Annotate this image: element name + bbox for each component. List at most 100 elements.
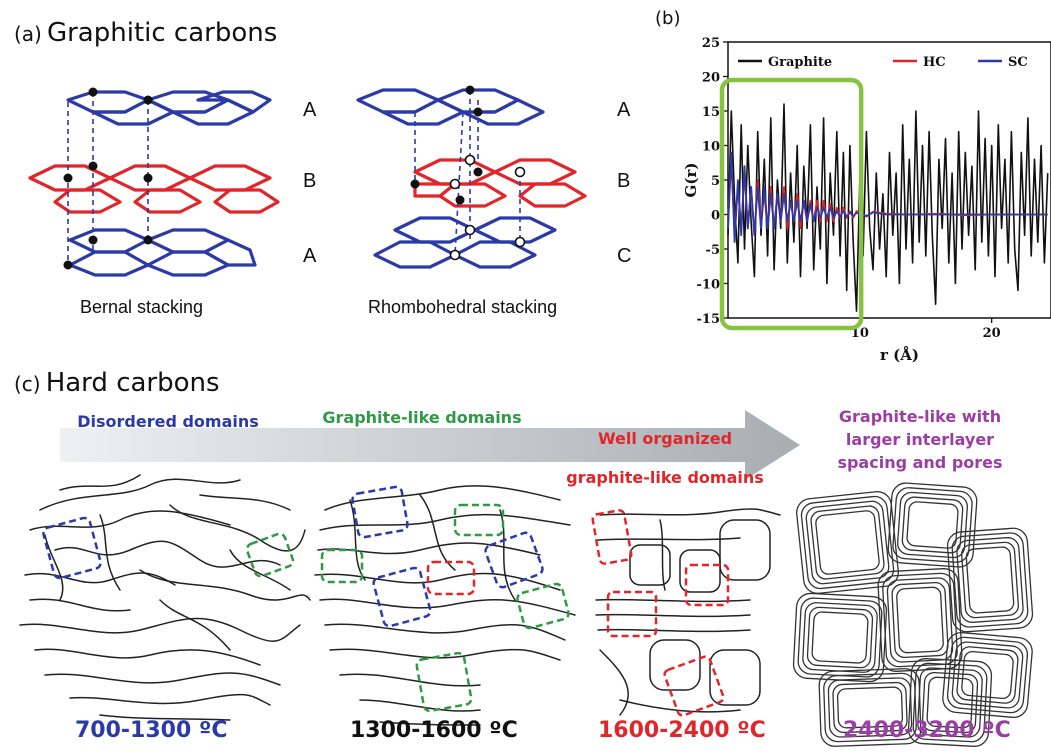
bernal-atoms — [63, 87, 153, 270]
graphitic-shell — [806, 606, 874, 669]
stage4-label: Graphite-like with larger interlayer spa… — [810, 405, 1030, 474]
graphitic-shell — [887, 482, 978, 568]
graphitic-shell — [836, 686, 904, 729]
bernal-stack-lines — [67, 92, 149, 265]
y-tick-label: 5 — [711, 174, 720, 189]
stacking-diagrams — [28, 85, 587, 277]
panel-c-tag: (c) — [14, 372, 41, 396]
panel-a-heading: Graphitic carbons — [46, 18, 278, 48]
y-tick-label: 0 — [711, 209, 720, 224]
y-tick-label: -10 — [697, 278, 721, 293]
bernal-layer-label-3: A — [303, 245, 317, 267]
graphitic-shell — [805, 500, 890, 585]
temp-stage3: 1600-2400 ºC — [598, 718, 766, 743]
rhombo-layer-c — [373, 216, 557, 269]
graphitic-shell — [942, 631, 1033, 719]
bernal-layer-label-2: B — [303, 170, 317, 192]
graphitic-shell — [886, 577, 954, 663]
panel-c-title: (c) Hard carbons — [14, 368, 220, 398]
bernal-layer-label-1: A — [303, 99, 317, 121]
rhombo-layer-label-1: A — [617, 99, 631, 121]
x-tick-label: 20 — [983, 326, 1001, 341]
graphitic-shell — [792, 592, 888, 683]
graphitic-shell — [956, 537, 1024, 623]
stage2-label-line: Graphite-like domains — [322, 408, 522, 427]
y-tick-label: -15 — [697, 312, 721, 327]
highlight-box — [719, 77, 864, 331]
graphitic-shell — [797, 597, 883, 678]
rhombo-layer-label-2: B — [617, 170, 631, 192]
rhombo-atoms-filled — [410, 85, 483, 205]
rhombo-diagram — [356, 85, 587, 269]
bernal-layer-a-top — [66, 90, 272, 126]
temp-stage4: 2400-3200 ºC — [843, 718, 1011, 743]
legend-label-graphite: Graphite — [768, 55, 832, 70]
stage4-label-line-2: larger interlayer — [845, 430, 995, 449]
graphitic-shell — [921, 671, 979, 734]
y-axis-label: G(r) — [682, 163, 700, 198]
graphitic-shell — [917, 667, 983, 738]
graphitic-shell — [946, 527, 1034, 633]
stage1-label-line: Disordered domains — [77, 412, 259, 431]
y-tick-label: -5 — [706, 243, 720, 258]
graphitic-shell — [800, 495, 895, 590]
bernal-layer-b — [28, 164, 280, 214]
legend-label-sc: SC — [1008, 55, 1028, 70]
rhombo-layer-label-3: C — [617, 245, 632, 267]
rhombo-caption: Rhombohedral stacking — [368, 297, 558, 317]
graphitic-shell — [951, 532, 1029, 628]
hard-carbon-diagram — [19, 410, 1034, 747]
graphitic-shell — [811, 611, 869, 664]
graphitic-shell — [897, 491, 968, 559]
graphitic-shell — [907, 658, 993, 747]
stage3-label: Well organized graphite-like domains — [565, 410, 765, 488]
graphitic-shell — [832, 681, 908, 734]
y-tick-label: 25 — [702, 36, 720, 51]
pdf-chart: -15 -10 -5 0 5 10 15 20 25 10 20 r (Å) G(r) Graphite H… — [682, 36, 1051, 364]
graphitic-shell — [946, 636, 1029, 714]
stage4-label-line-3: spacing and pores — [837, 453, 1003, 472]
stage3-label-line-2: graphite-like domains — [566, 468, 764, 487]
x-tick-label: 10 — [851, 326, 869, 341]
bernal-layer-a-bottom — [68, 228, 257, 277]
stage1-label: Disordered domains — [58, 410, 278, 433]
panel-a-tag: (a) — [14, 22, 42, 46]
graphitic-shell — [961, 541, 1019, 619]
panel-a-title: (a) Graphitic carbons — [14, 18, 277, 48]
stage4-microstructure — [792, 482, 1034, 747]
stage3-microstructure — [595, 508, 781, 716]
panel-c-heading: Hard carbons — [45, 368, 220, 398]
panel-b-tag: (b) — [655, 8, 681, 29]
graphitic-shell — [912, 662, 988, 743]
graphitic-shell — [810, 505, 885, 580]
graphitic-shell — [901, 496, 964, 554]
temp-stage2: 1300-1600 ºC — [350, 718, 518, 743]
graphitic-shell — [906, 501, 959, 549]
stage4-label-line-1: Graphite-like with — [838, 407, 1002, 426]
series-line-sc — [727, 151, 1048, 244]
graphitic-shell — [896, 586, 944, 654]
legend-label-hc: HC — [923, 55, 946, 70]
stage1-microstructure — [19, 474, 311, 721]
stage3-label-line-1: Well organized — [597, 429, 733, 448]
graphitic-shell — [815, 510, 880, 575]
rhombo-layer-a — [356, 88, 545, 126]
bernal-caption: Bernal stacking — [80, 297, 204, 317]
x-axis-label: r (Å) — [880, 346, 919, 364]
graphitic-shell — [827, 677, 913, 738]
graphitic-shell — [892, 487, 973, 563]
graphitic-shell — [891, 581, 949, 659]
rhombo-atoms-open — [449, 154, 526, 261]
graphitic-shell — [926, 676, 974, 729]
graphitic-shell — [796, 491, 899, 594]
stage2-microstructure — [314, 485, 576, 726]
graphitic-shell — [823, 672, 917, 743]
graphitic-shell — [877, 568, 963, 672]
y-tick-label: 10 — [702, 140, 720, 155]
y-tick-label: 15 — [702, 105, 720, 120]
bernal-diagram — [28, 87, 280, 277]
y-tick-label: 20 — [702, 71, 720, 86]
temperature-arrow — [60, 410, 800, 480]
rhombo-layer-b — [413, 158, 587, 208]
graphitic-shell — [818, 668, 922, 747]
